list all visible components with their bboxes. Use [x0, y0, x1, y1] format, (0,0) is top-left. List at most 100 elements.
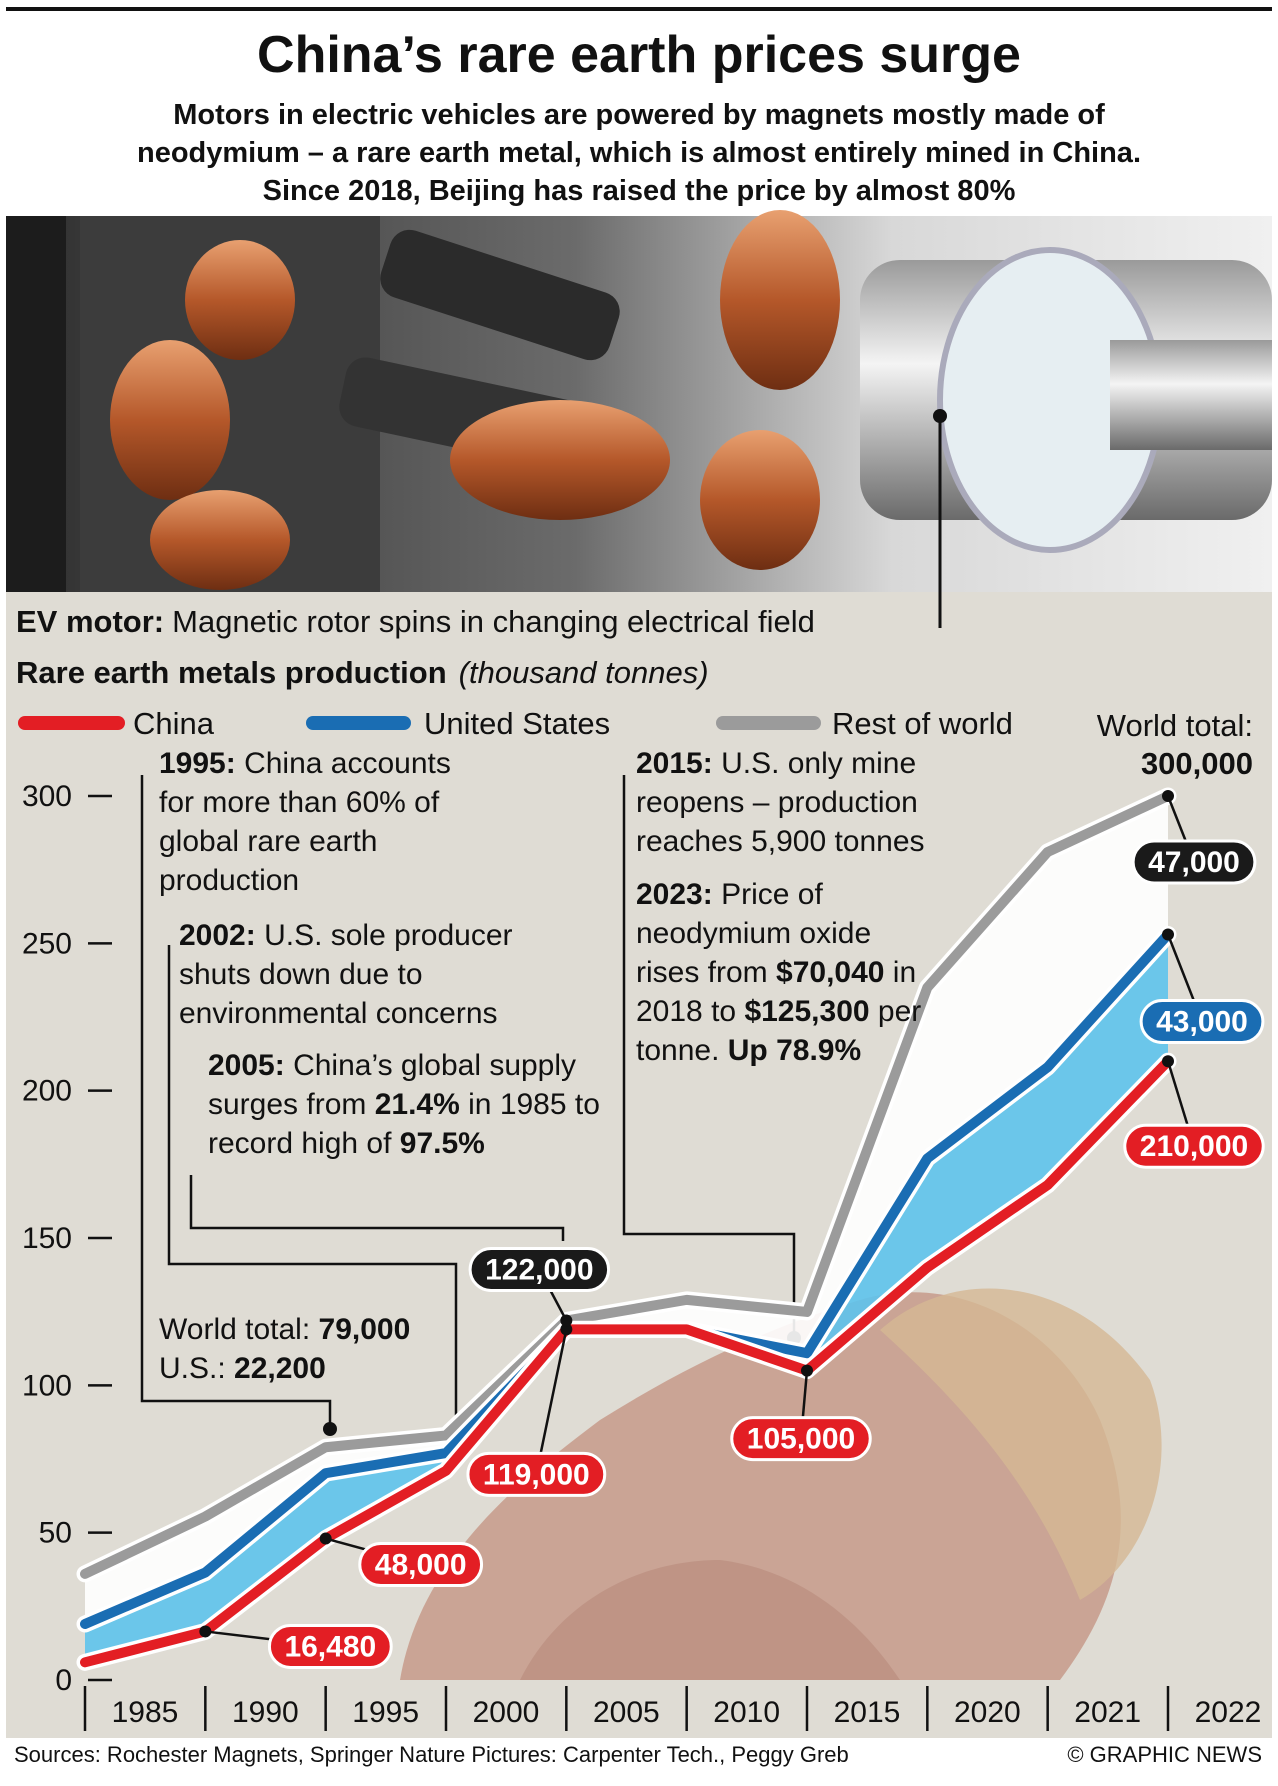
value-label-text: 122,000 [485, 1254, 593, 1287]
value-label-text: 47,000 [1148, 846, 1240, 879]
annotation-text: Up 78.9% [727, 1034, 862, 1067]
annotation-text: 1995: [159, 747, 236, 780]
sources: Sources: Rochester Magnets, Springer Nat… [14, 1742, 849, 1767]
y-tick-label: 200 [22, 1075, 72, 1108]
annotation-text: $125,300 [744, 995, 870, 1028]
chart-unit: (thousand tonnes) [459, 655, 709, 690]
y-tick-label: 0 [55, 1664, 72, 1697]
x-tick-label: 2015 [834, 1696, 901, 1729]
caption: EV motor: Magnetic rotor spins in changin… [16, 604, 815, 639]
label-dot [199, 1625, 212, 1638]
annotation: 1995: China accounts for more than 60% o… [159, 744, 489, 900]
annotation: 2015: U.S. only mine reopens – productio… [636, 744, 976, 861]
y-tick-label: 150 [22, 1222, 72, 1255]
photo [6, 210, 1272, 592]
x-tick-label: 1985 [112, 1696, 179, 1729]
annotation: 2002: U.S. sole producer shuts down due … [179, 916, 559, 1033]
annotation-text: 2015: [636, 747, 713, 780]
subtitle: Motors in electric vehicles are powered … [173, 99, 1105, 131]
powder [400, 1288, 1162, 1680]
y-tick-label: 50 [39, 1517, 72, 1550]
value-label: 119,000 [466, 1323, 607, 1497]
y-tick-label: 250 [22, 927, 72, 960]
annotation-text: Price of neodymium oxide rises from [636, 878, 880, 989]
value-label-text: 105,000 [747, 1423, 855, 1456]
value-label: 43,000 [1139, 928, 1265, 1044]
value-label: 16,480 [199, 1623, 393, 1669]
annotation-text: U.S.: [159, 1313, 419, 1385]
annotation-text: in 1985 to record high of [208, 1088, 609, 1160]
annotation-text: U.S. sole producer shuts down due to env… [179, 919, 521, 1030]
x-tick-label: 2000 [473, 1696, 540, 1729]
caption-label: EV motor: [16, 604, 164, 639]
legend-label: Rest of world [832, 706, 1013, 741]
value-label-bg [1123, 1123, 1265, 1169]
value-label-text: 210,000 [1140, 1130, 1248, 1163]
caption-text: Magnetic rotor spins in changing electri… [172, 604, 815, 639]
subtitle: Since 2018, Beijing has raised the price… [263, 175, 1016, 207]
x-tick-label: 2005 [593, 1696, 660, 1729]
value-label-bg [468, 1247, 611, 1293]
value-label-bg [1131, 839, 1257, 885]
annotation-text: 79,000 [318, 1313, 411, 1346]
y-tick-label: 100 [22, 1369, 72, 1402]
annotation-text: World total: [159, 1313, 319, 1346]
world-total-label: World total: [1097, 708, 1253, 743]
x-tick-label: 2020 [954, 1696, 1021, 1729]
legend-label: United States [424, 706, 610, 741]
annotation-text: China’s global supply surges from [208, 1049, 585, 1121]
label-dot [319, 1532, 332, 1545]
label-dot [1162, 1055, 1174, 1068]
chart-subtitle: Rare earth metals production (thousand to… [16, 655, 709, 690]
annotation-text: 2023: [636, 878, 713, 911]
value-label: 210,000 [1123, 1055, 1265, 1169]
label-dot [801, 1364, 813, 1377]
x-tick-label: 1995 [352, 1696, 419, 1729]
annotation-text: 2002: [179, 919, 256, 952]
area [85, 796, 1168, 1625]
x-tick-label: 2010 [713, 1696, 780, 1729]
y-tick-label: 300 [22, 780, 72, 813]
value-label-text: 48,000 [375, 1549, 467, 1582]
annotation-text: per tonne. [636, 995, 930, 1067]
annotation-text: China accounts for more than 60% of glob… [159, 747, 460, 897]
value-label-bg [267, 1623, 393, 1669]
value-label-text: 43,000 [1156, 1005, 1248, 1038]
area [85, 934, 1168, 1663]
annotation-text: 2005: [208, 1049, 285, 1082]
label-dot [1162, 790, 1174, 802]
annotation-text: in 2018 to [636, 956, 925, 1028]
value-label-bg [730, 1416, 872, 1462]
label-dot [1162, 928, 1174, 941]
connector-dot [323, 1422, 337, 1436]
subtitle: neodymium – a rare earth metal, which is… [137, 137, 1141, 169]
x-tick-label: 2022 [1195, 1696, 1262, 1729]
annotation-text: 21.4% [374, 1088, 460, 1121]
value-label-bg [1139, 998, 1265, 1044]
value-label-bg [466, 1451, 607, 1497]
line [80, 791, 1173, 1579]
label-dot [560, 1314, 573, 1327]
label-connector [535, 1329, 568, 1475]
value-label-text: 16,480 [284, 1630, 376, 1663]
annotation: World total: 79,000 U.S.: 22,200 [159, 1310, 479, 1388]
annotation-connectors [140, 775, 796, 1429]
annotation-text: $70,040 [776, 956, 885, 989]
value-label: 105,000 [730, 1364, 872, 1462]
connector-dot [933, 409, 947, 423]
annotation-text: 97.5% [399, 1127, 485, 1160]
value-label-text: 119,000 [483, 1458, 590, 1491]
lines [76, 787, 1177, 1671]
credit: © GRAPHIC NEWS [1067, 1742, 1262, 1767]
annotation: 2023: Price of neodymium oxide rises fro… [636, 875, 936, 1070]
annotation-text: U.S. only mine reopens – production reac… [636, 747, 927, 858]
value-label: 48,000 [319, 1532, 484, 1588]
annotation: 2005: China’s global supply surges from … [208, 1046, 628, 1163]
value-label: 47,000 [1131, 790, 1257, 885]
value-label: 122,000 [468, 1247, 611, 1327]
x-tick-label: 2021 [1074, 1696, 1141, 1729]
line [80, 1056, 1173, 1668]
world-total: 300,000 [1141, 746, 1253, 781]
